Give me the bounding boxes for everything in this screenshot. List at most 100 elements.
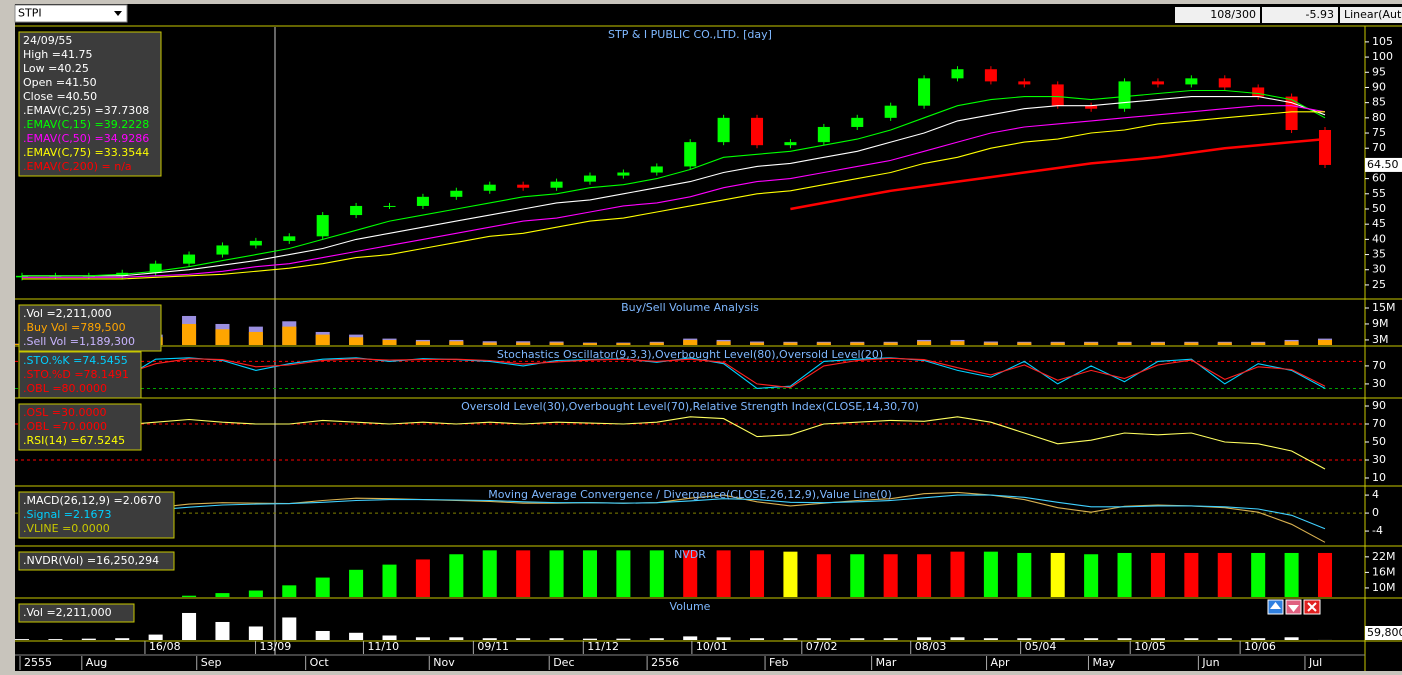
- bar: [1150, 638, 1165, 640]
- bar: [415, 559, 430, 597]
- x-tick-label: 10/01: [696, 640, 728, 653]
- candle-body: [784, 142, 797, 146]
- scale-box[interactable]: [1340, 7, 1402, 23]
- bar: [1017, 638, 1032, 640]
- candle-body: [1051, 84, 1064, 106]
- bar: [1251, 342, 1266, 345]
- y-tick-label: 100: [1372, 50, 1393, 63]
- symbol: STPI: [18, 7, 42, 20]
- x-tick-label: 05/04: [1025, 640, 1057, 653]
- series-line: [22, 494, 1326, 530]
- candle-body: [1218, 78, 1231, 88]
- legend-entry: Low =40.25: [23, 62, 89, 75]
- x-tick-label: 11/10: [367, 640, 399, 653]
- legend-entry: .RSI(14) =67.5245: [23, 434, 125, 447]
- candle-body: [583, 175, 596, 182]
- y-tick-label: 9M: [1372, 317, 1389, 330]
- bar: [917, 554, 932, 597]
- legend-entry: .Buy Vol =789,500: [23, 321, 126, 334]
- bar: [1251, 638, 1266, 640]
- bar: [482, 638, 497, 640]
- legend-entry: 24/09/55: [23, 34, 72, 47]
- bar: [315, 630, 330, 640]
- candle-body: [416, 196, 429, 206]
- y-tick-label: 55: [1372, 187, 1386, 200]
- x-tick-label: 16/08: [149, 640, 181, 653]
- symbol-box[interactable]: [14, 4, 128, 23]
- bar: [1017, 552, 1032, 597]
- bar: [1117, 342, 1132, 345]
- bar: [750, 638, 765, 640]
- bar: [1317, 339, 1333, 345]
- y-tick-label: 90: [1372, 399, 1386, 412]
- legend: .STO.%K =74.5455.STO.%D =78.1491.OBL =80…: [18, 351, 142, 399]
- candle-body: [15, 275, 29, 278]
- candle-body: [650, 166, 663, 173]
- top-edge: [0, 0, 1402, 4]
- bar: [215, 329, 230, 345]
- legend-entry: .EMAV(C,75) =33.3544: [23, 146, 149, 159]
- close-icon: [1307, 602, 1317, 612]
- x-month-label: Oct: [310, 656, 330, 669]
- bar: [382, 339, 397, 345]
- bar: [750, 550, 765, 597]
- bar: [1084, 638, 1099, 640]
- bar: [14, 639, 30, 640]
- candle-body: [149, 263, 162, 273]
- legend-entry: .OSL =30.0000: [23, 406, 106, 419]
- pane-title: STP & I PUBLIC CO.,LTD. [day]: [608, 28, 772, 41]
- last-value-box: [1365, 626, 1402, 640]
- change-box: [1262, 7, 1338, 23]
- bar: [516, 342, 531, 345]
- bar: [816, 342, 831, 345]
- bar: [883, 554, 898, 597]
- series-line: [21, 416, 1326, 470]
- y-tick-label: 10: [1372, 471, 1386, 484]
- bar: [182, 595, 197, 597]
- legend-entry: .Signal =2.1673: [23, 508, 112, 521]
- bar: [282, 585, 297, 597]
- legend-entry: Open =41.50: [23, 76, 97, 89]
- bar: [950, 341, 965, 345]
- legend-entry: .STO.%D =78.1491: [23, 368, 129, 381]
- y-tick-label: 60: [1372, 172, 1386, 185]
- bar: [315, 334, 330, 345]
- bar: [349, 632, 364, 640]
- legend-entry: .OBL =70.0000: [23, 420, 107, 433]
- series-line: [22, 89, 1326, 277]
- bar: [1117, 638, 1132, 640]
- bar: [48, 639, 63, 640]
- pane-title: Stochastics Oscillator(9,3,3),Overbought…: [497, 348, 883, 361]
- y-tick-label: 95: [1372, 65, 1386, 78]
- legend: .Vol =2,211,000: [18, 603, 135, 623]
- legend-box: [18, 491, 175, 539]
- legend-entry: .STO.%K =74.5455: [23, 354, 128, 367]
- last-value-label: 59,800: [1367, 626, 1402, 639]
- pane-title: Volume: [670, 600, 711, 613]
- legend: .Vol =2,211,000.Buy Vol =789,500.Sell Vo…: [18, 304, 162, 352]
- legend: .NVDR(Vol) =16,250,294: [18, 551, 175, 571]
- legend-box: [18, 351, 142, 399]
- candle-body: [183, 254, 196, 264]
- bar: [649, 550, 664, 597]
- bar: [549, 638, 564, 640]
- candle-body: [751, 117, 764, 146]
- legend-entry: .NVDR(Vol) =16,250,294: [23, 554, 159, 567]
- bar: [983, 638, 998, 640]
- bar: [649, 342, 664, 345]
- scrollbar[interactable]: [15, 671, 1402, 675]
- pane-title: NVDR: [674, 548, 706, 561]
- bar: [415, 341, 430, 345]
- dropdown-arrow[interactable]: [114, 11, 122, 16]
- x-month-label: Nov: [433, 656, 455, 669]
- y-tick-label: 75: [1372, 126, 1386, 139]
- bar: [282, 617, 297, 640]
- bar: [1284, 552, 1299, 597]
- legend-entry: .EMAV(C,25) =37.7308: [23, 104, 149, 117]
- y-tick-label: 30: [1372, 263, 1386, 276]
- legend-box: [18, 603, 135, 623]
- bar: [516, 550, 531, 597]
- bar: [148, 634, 163, 640]
- candle-body: [1185, 78, 1198, 85]
